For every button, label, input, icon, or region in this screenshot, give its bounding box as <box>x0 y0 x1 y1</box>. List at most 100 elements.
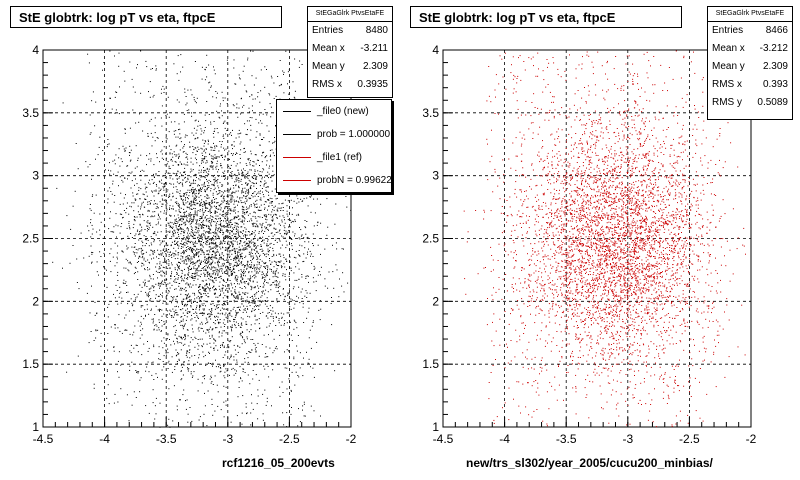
scatter-point <box>290 199 292 201</box>
scatter-point <box>147 259 149 261</box>
scatter-point <box>216 206 217 207</box>
scatter-point <box>206 283 207 285</box>
scatter-point <box>200 204 202 206</box>
scatter-point <box>170 208 172 210</box>
scatter-point <box>263 242 265 244</box>
scatter-point <box>307 251 308 253</box>
scatter-point <box>199 235 201 237</box>
scatter-point <box>206 168 208 170</box>
scatter-point <box>196 305 198 307</box>
scatter-point <box>128 221 130 222</box>
scatter-point <box>129 333 131 335</box>
scatter-point <box>237 190 239 192</box>
scatter-point <box>215 97 217 99</box>
scatter-point <box>176 362 178 364</box>
scatter-point <box>109 173 111 175</box>
scatter-point <box>206 54 208 56</box>
scatter-point <box>140 154 142 156</box>
scatter-point <box>184 335 186 337</box>
scatter-point <box>222 246 223 248</box>
scatter-point <box>211 266 213 268</box>
scatter-point <box>146 164 147 166</box>
scatter-point <box>212 365 213 367</box>
scatter-point <box>210 318 212 320</box>
scatter-point <box>273 272 275 274</box>
scatter-point <box>208 185 210 187</box>
scatter-point <box>222 313 224 315</box>
scatter-point <box>155 234 157 236</box>
scatter-point <box>203 175 205 177</box>
scatter-point <box>155 297 156 299</box>
scatter-point <box>293 272 295 274</box>
scatter-point <box>165 137 167 139</box>
scatter-point <box>80 232 82 234</box>
scatter-point <box>310 347 312 349</box>
scatter-point <box>160 252 162 254</box>
scatter-point <box>163 321 165 323</box>
scatter-point <box>210 155 212 157</box>
scatter-point <box>196 203 198 205</box>
scatter-point <box>221 304 223 306</box>
scatter-point <box>246 165 248 166</box>
scatter-point <box>147 215 149 217</box>
scatter-point <box>176 73 178 75</box>
scatter-point <box>163 324 165 325</box>
scatter-point <box>107 306 109 308</box>
scatter-point <box>164 177 166 178</box>
scatter-point <box>254 268 256 270</box>
scatter-point <box>161 149 163 151</box>
scatter-point <box>163 283 165 285</box>
scatter-point <box>227 257 228 259</box>
scatter-point <box>242 311 244 313</box>
scatter-point <box>196 274 198 276</box>
scatter-point <box>189 185 191 187</box>
scatter-point <box>185 256 187 258</box>
scatter-point <box>294 303 296 305</box>
scatter-point <box>240 262 242 263</box>
scatter-point <box>239 231 241 233</box>
scatter-point <box>169 168 171 169</box>
scatter-point <box>218 258 220 260</box>
scatter-point <box>211 310 213 312</box>
scatter-point <box>246 234 248 236</box>
scatter-point <box>216 222 218 224</box>
scatter-point <box>231 336 233 338</box>
scatter-point <box>145 370 147 372</box>
scatter-point <box>285 279 287 281</box>
scatter-point <box>115 324 116 326</box>
scatter-point <box>150 132 152 134</box>
scatter-point <box>159 309 161 310</box>
scatter-point <box>244 84 246 86</box>
scatter-point <box>176 181 178 183</box>
scatter-point <box>179 243 181 245</box>
scatter-point <box>174 240 176 242</box>
scatter-point <box>186 312 188 314</box>
scatter-point <box>185 157 187 159</box>
scatter-point <box>271 77 273 79</box>
scatter-point <box>230 355 232 357</box>
scatter-point <box>272 316 274 318</box>
scatter-point <box>208 254 210 256</box>
scatter-point <box>297 425 299 427</box>
scatter-point <box>263 273 264 275</box>
scatter-point <box>242 70 244 72</box>
scatter-point <box>208 231 209 233</box>
scatter-point <box>166 234 168 236</box>
scatter-point <box>110 248 112 250</box>
scatter-point <box>188 352 190 354</box>
scatter-point <box>136 345 138 346</box>
scatter-point <box>148 292 149 294</box>
scatter-point <box>191 258 193 260</box>
scatter-point <box>139 256 141 258</box>
scatter-point <box>157 309 159 311</box>
scatter-point <box>244 123 246 125</box>
scatter-point <box>141 354 143 356</box>
scatter-point <box>213 267 215 269</box>
scatter-point <box>129 154 130 156</box>
scatter-point <box>317 274 319 276</box>
scatter-point <box>192 273 194 274</box>
scatter-point <box>199 216 201 217</box>
scatter-point <box>236 248 238 250</box>
scatter-point <box>237 229 239 231</box>
scatter-point <box>214 147 216 149</box>
